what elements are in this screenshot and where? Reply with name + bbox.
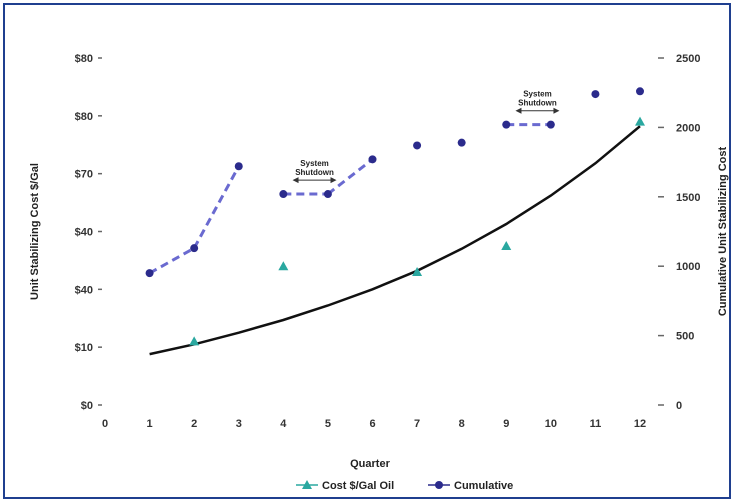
cumulative-connector [326, 158, 374, 196]
x-tick-label: 2 [191, 418, 197, 430]
cumulative-point [413, 141, 422, 150]
y-right-axis-title: Cumulative Unit Stabilizing Cost [717, 147, 729, 317]
legend: Cost $/Gal Oil Cumulative [296, 480, 513, 492]
cost-point [412, 266, 423, 276]
x-tick-label: 12 [634, 418, 646, 430]
y-right-tick-label: 500 [676, 331, 694, 343]
annotation-label: Shutdown [295, 168, 334, 177]
x-tick-label: 5 [325, 418, 331, 430]
y-right-tick-label: 0 [676, 400, 682, 412]
y-right-tick-label: 2500 [676, 53, 700, 65]
x-tick-label: 3 [236, 418, 242, 430]
x-tick-label: 4 [280, 418, 287, 430]
annotation-arrowhead-right [553, 107, 560, 114]
cumulative-point [502, 120, 511, 129]
y-right-tick-label: 2000 [676, 122, 700, 134]
x-tick-label: 8 [459, 418, 465, 430]
y-left-tick-label: $10 [75, 342, 93, 354]
y-left-tick-label: $70 [75, 169, 93, 181]
cumulative-point [190, 244, 199, 253]
marks-layer [145, 87, 645, 346]
x-tick-label: 1 [147, 418, 153, 430]
y-left-tick-label: $40 [75, 227, 93, 239]
annotation-arrowhead-left [292, 177, 299, 184]
cost-point [501, 240, 512, 250]
chart-frame [3, 3, 731, 499]
legend-label-cost: Cost $/Gal Oil [322, 480, 394, 492]
y-right-tick-label: 1000 [676, 261, 700, 273]
cumulative-connector [192, 165, 241, 249]
cumulative-point [591, 90, 600, 99]
x-tick-label: 0 [102, 418, 108, 430]
y-left-tick-label: $80 [75, 53, 93, 65]
cumulative-point [279, 190, 288, 199]
cumulative-point [234, 162, 243, 171]
axes: 0 1 2 3 4 5 6 7 8 9 10 11 12$0$10$40$40$70$80$800500… [29, 53, 729, 470]
y-left-axis-title: Unit Stabilizing Cost $/Gal [29, 163, 41, 300]
cumulative-connector [148, 246, 195, 275]
annotation-arrowhead-right [330, 177, 337, 184]
legend-marker-cumulative [435, 481, 443, 489]
cost-point [189, 336, 200, 346]
x-tick-label: 11 [590, 418, 602, 430]
trendline-layer [149, 125, 641, 356]
trendline [149, 125, 641, 356]
cumulative-point [546, 120, 555, 129]
cumulative-point [145, 269, 154, 278]
cumulative-point [457, 138, 466, 147]
cumulative-point [636, 87, 644, 96]
x-axis-title: Quarter [350, 458, 390, 470]
x-tick-label: 7 [414, 418, 420, 430]
legend-label-cumulative: Cumulative [454, 480, 513, 492]
annotation-label: System [523, 90, 551, 99]
legend-marker-cost [302, 480, 312, 489]
annotation-arrowhead-left [515, 107, 522, 114]
y-left-tick-label: $80 [75, 111, 93, 123]
x-tick-label: 10 [545, 418, 557, 430]
cost-point [278, 261, 289, 271]
x-tick-label: 6 [369, 418, 375, 430]
x-tick-label: 9 [503, 418, 509, 430]
y-left-tick-label: $0 [81, 400, 93, 412]
cost-point [635, 116, 645, 126]
annotation-label: Shutdown [518, 99, 557, 108]
cumulative-point [368, 155, 377, 164]
annotation-label: System [300, 159, 328, 168]
y-left-tick-label: $40 [75, 284, 93, 296]
cumulative-point [323, 190, 332, 199]
y-right-tick-label: 1500 [676, 192, 700, 204]
